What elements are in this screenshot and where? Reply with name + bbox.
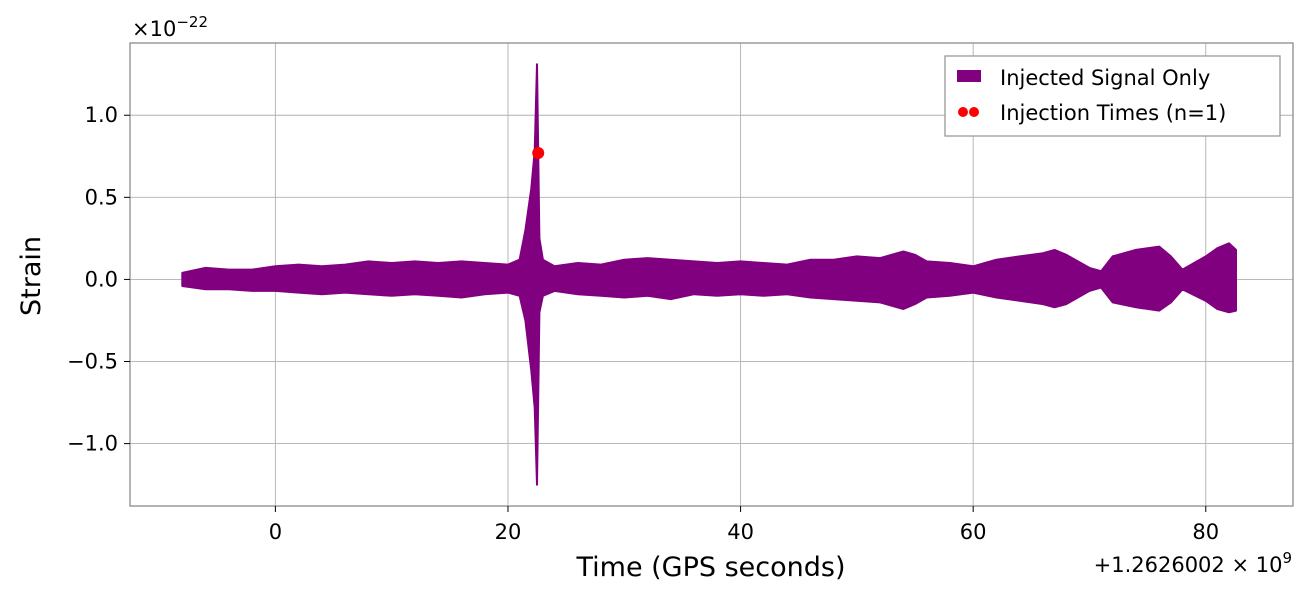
x-tick-label: 20 [495, 520, 522, 544]
x-tick-label: 0 [269, 520, 282, 544]
series-injected-signal-band [181, 63, 1237, 486]
legend: Injected Signal Only Injection Times (n=… [944, 55, 1281, 137]
legend-marker-injection-times-b [969, 107, 979, 117]
x-tick-label: 60 [960, 520, 987, 544]
x-offset-label: +1.2626002 × 109 [1094, 549, 1292, 577]
y-axis-label: Strain [16, 236, 47, 316]
y-multiplier-label: ×10−22 [132, 13, 208, 41]
y-tick-label: −0.5 [67, 350, 118, 374]
x-tick-label: 80 [1192, 520, 1219, 544]
y-tick-label: 0.0 [85, 267, 118, 291]
legend-label-injection-times: Injection Times (n=1) [1000, 101, 1226, 125]
legend-box [944, 55, 1281, 137]
x-tick-label: 40 [727, 520, 754, 544]
y-axis-ticks: −1.0 −0.5 0.0 0.5 1.0 [67, 103, 130, 456]
y-tick-label: 1.0 [85, 103, 118, 127]
x-axis-label: Time (GPS seconds) [575, 552, 845, 583]
injection-time-point [532, 147, 545, 160]
x-axis-ticks: 0 20 40 60 80 [269, 506, 1219, 544]
plot-frame [129, 42, 1294, 507]
legend-marker-injection-times-a [958, 107, 968, 117]
legend-swatch-injected-signal [957, 70, 981, 82]
series-layer [181, 63, 1237, 486]
y-tick-label: −1.0 [67, 432, 118, 456]
y-tick-label: 0.5 [85, 185, 118, 209]
legend-label-injected-signal: Injected Signal Only [1000, 66, 1210, 90]
